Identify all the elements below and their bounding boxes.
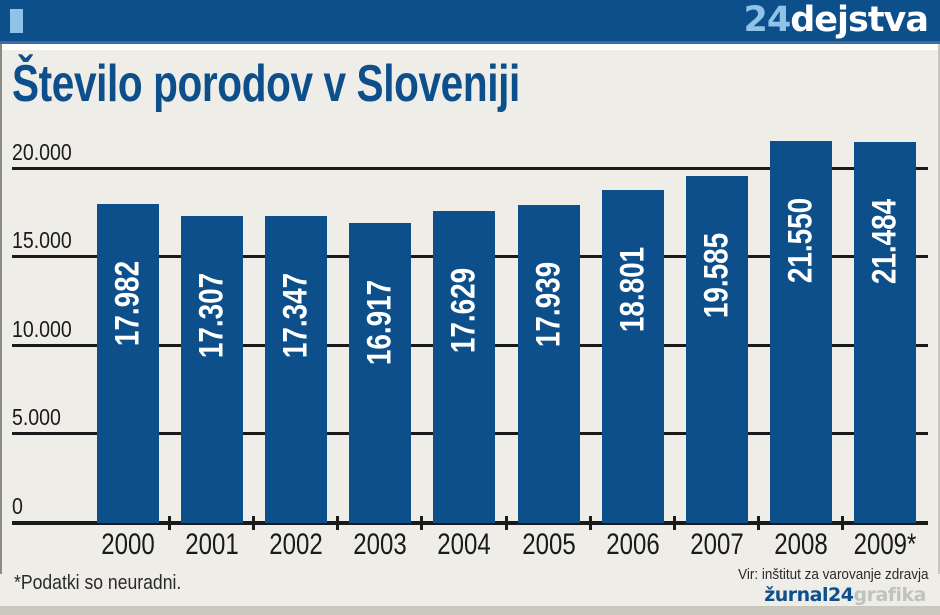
- x-tick-label: 2006: [605, 528, 660, 561]
- brand-number: 24: [743, 0, 791, 40]
- x-tick-mark: [420, 516, 424, 530]
- gridline: [12, 166, 928, 170]
- bottom-bar: [0, 606, 940, 615]
- bar-value-label: 17.347: [276, 272, 315, 358]
- bar-value-label: 17.629: [444, 267, 483, 353]
- x-tick-label: 2009*: [853, 528, 917, 561]
- x-axis: [12, 521, 928, 525]
- bar-2004: 17.629: [433, 210, 496, 523]
- x-tick-label: 2005: [521, 528, 576, 561]
- bar-value-label: 17.307: [192, 273, 231, 359]
- bar-value-label: 18.801: [613, 246, 652, 332]
- y-tick-label: 20.000: [12, 138, 72, 165]
- header-divider: [0, 44, 940, 50]
- y-tick-label: 15.000: [12, 227, 72, 254]
- x-tick-mark: [672, 516, 676, 530]
- x-tick-label: 2002: [269, 528, 323, 561]
- x-tick-mark: [168, 516, 172, 530]
- brand-word: dejstva: [790, 0, 929, 40]
- source-note: Vir: inštitut za varovanje zdravja: [737, 566, 928, 583]
- x-tick-mark: [840, 516, 844, 530]
- x-tick-mark: [336, 516, 340, 530]
- left-border: [0, 44, 2, 574]
- bar-2007: 19.585: [685, 175, 748, 523]
- bar-value-label: 19.585: [697, 232, 736, 319]
- header-square-icon: [10, 9, 23, 33]
- y-tick-label: 5.000: [12, 404, 61, 431]
- footnote: *Podatki so neuradni.: [14, 572, 182, 594]
- bar-value-label: 17.982: [108, 261, 147, 347]
- bar-2003: 16.917: [349, 223, 412, 523]
- bar-2009: 21.484: [853, 142, 916, 523]
- x-tick-label: 2008: [774, 528, 828, 561]
- bar-2006: 18.801: [601, 189, 664, 523]
- bar-value-label: 21.484: [865, 199, 904, 285]
- credit-part1: žurnal24: [764, 584, 854, 606]
- bar-2002: 17.347: [265, 215, 328, 523]
- bar-2005: 17.939: [517, 205, 580, 523]
- x-tick-label: 2000: [101, 528, 155, 561]
- right-border: [938, 44, 940, 574]
- x-tick-mark: [252, 516, 256, 530]
- bar-2008: 21.550: [769, 141, 832, 523]
- x-tick-mark: [588, 516, 592, 530]
- bar-value-label: 16.917: [360, 280, 399, 366]
- header-bar: 24dejstva: [0, 0, 940, 44]
- bar-value-label: 17.939: [529, 261, 567, 348]
- brand-logo: 24dejstva: [743, 0, 929, 41]
- bar-2001: 17.307: [181, 216, 244, 523]
- chart-title: Število porodov v Sloveniji: [12, 55, 520, 113]
- bar-2000: 17.982: [97, 204, 159, 523]
- credit-logo: žurnal24grafika: [764, 584, 926, 606]
- x-tick-label: 2007: [689, 528, 744, 561]
- x-tick-label: 2003: [353, 528, 407, 561]
- bar-value-label: 21.550: [781, 197, 820, 284]
- x-tick-label: 2001: [185, 528, 239, 561]
- y-tick-label: 10.000: [12, 315, 72, 342]
- x-tick-label: 2004: [437, 528, 492, 561]
- credit-part2: grafika: [853, 584, 926, 606]
- x-tick-mark: [504, 516, 508, 530]
- y-tick-label: 0: [12, 493, 23, 519]
- x-tick-mark: [756, 516, 760, 530]
